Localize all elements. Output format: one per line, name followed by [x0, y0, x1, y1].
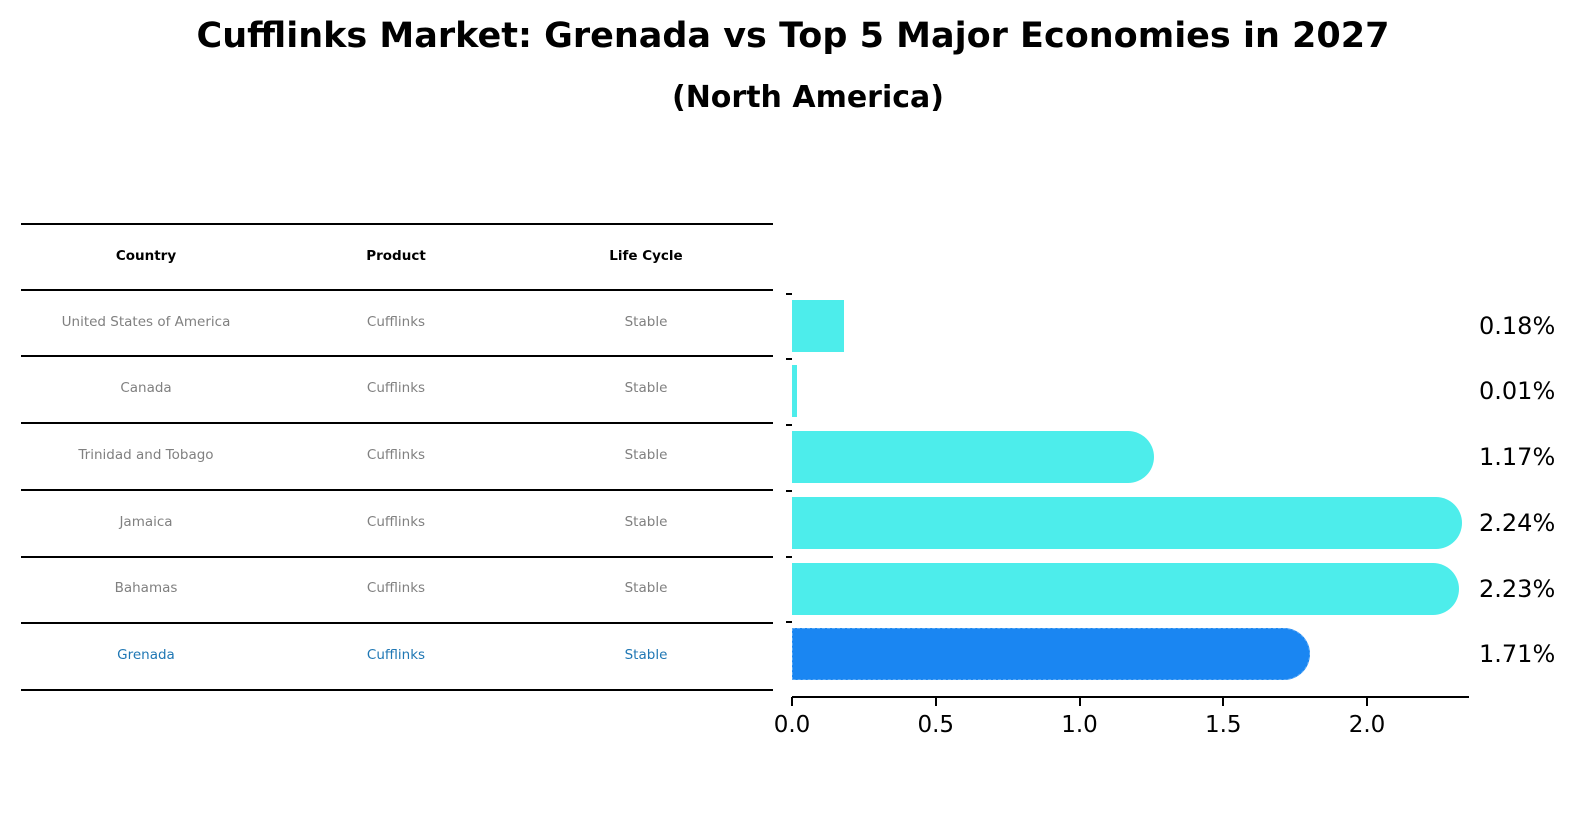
x-tick-label: 1.0 — [1061, 712, 1098, 738]
x-tick-label: 1.5 — [1204, 712, 1242, 738]
x-tick — [934, 697, 937, 706]
cell-life-cycle: Stable — [624, 580, 668, 596]
chart-title: Cufflinks Market: Grenada vs Top 5 Major… — [196, 16, 1390, 56]
x-tick-label: 0.0 — [773, 712, 811, 738]
cell-product: Cufflinks — [366, 447, 426, 463]
value-label: 0.18% — [1479, 312, 1556, 340]
table-rule — [21, 355, 773, 357]
y-tick — [786, 621, 792, 623]
cell-life-cycle: Stable — [624, 447, 668, 463]
x-tick-label: 0.5 — [917, 712, 955, 738]
table-rule — [21, 289, 773, 291]
y-tick — [786, 293, 792, 295]
table-rule — [21, 689, 773, 691]
chart-subtitle: (North America) — [671, 80, 944, 115]
table-rule — [21, 223, 773, 225]
x-tick — [1222, 697, 1225, 706]
table-rule — [21, 622, 773, 624]
x-tick — [1366, 697, 1368, 706]
cell-country: United States of America — [61, 314, 231, 330]
table-rule — [21, 489, 773, 491]
bar-highlighted — [792, 628, 1310, 680]
header-life-cycle: Life Cycle — [609, 248, 683, 264]
bar — [792, 431, 1155, 483]
bar — [792, 300, 844, 352]
y-tick — [786, 490, 792, 492]
cell-life-cycle: Stable — [624, 514, 668, 530]
cell-product: Cufflinks — [366, 514, 426, 530]
cell-life-cycle: Stable — [624, 647, 668, 663]
value-label: 1.17% — [1479, 443, 1556, 471]
x-axis — [792, 696, 1469, 698]
cell-life-cycle: Stable — [624, 314, 668, 330]
header-product: Product — [366, 248, 426, 264]
y-tick — [786, 424, 792, 426]
value-label: 2.23% — [1479, 575, 1556, 603]
x-tick — [1078, 697, 1081, 706]
cell-product: Cufflinks — [366, 314, 426, 330]
table-rule — [21, 556, 773, 558]
cell-country: Trinidad and Tobago — [78, 447, 214, 463]
bar — [792, 365, 797, 417]
cell-country: Bahamas — [114, 580, 178, 596]
cell-product: Cufflinks — [366, 647, 426, 663]
value-label: 0.01% — [1479, 377, 1556, 405]
y-tick — [786, 556, 792, 558]
value-label: 1.71% — [1479, 640, 1556, 668]
cell-country: Jamaica — [119, 514, 173, 530]
cell-product: Cufflinks — [366, 380, 426, 396]
x-tick-label: 2.0 — [1348, 712, 1386, 738]
cell-country: Canada — [120, 380, 172, 396]
bar — [792, 563, 1460, 615]
cell-product: Cufflinks — [366, 580, 426, 596]
value-label: 2.24% — [1479, 509, 1556, 537]
table-rule — [21, 422, 773, 424]
cell-country: Grenada — [117, 647, 175, 663]
x-tick — [791, 697, 793, 706]
header-country: Country — [115, 248, 177, 264]
cell-life-cycle: Stable — [624, 380, 668, 396]
y-tick — [786, 358, 792, 360]
bar — [792, 497, 1462, 549]
